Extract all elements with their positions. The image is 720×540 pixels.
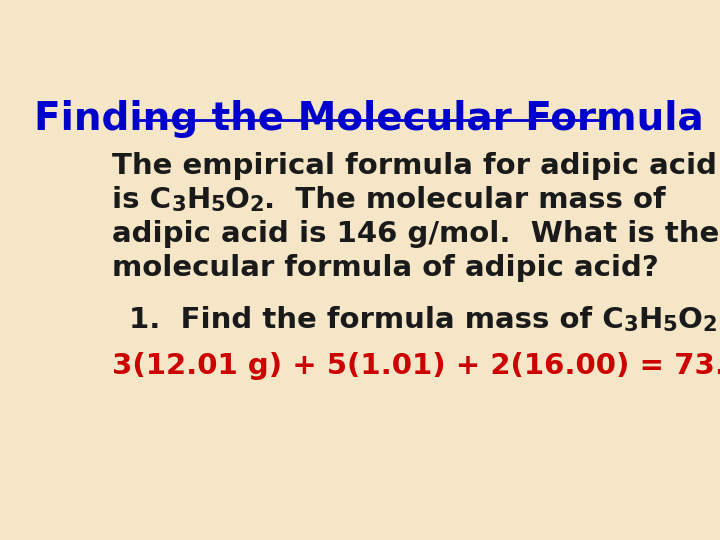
Text: adipic acid is 146 g/mol.  What is the: adipic acid is 146 g/mol. What is the xyxy=(112,220,719,248)
Text: .  The molecular mass of: . The molecular mass of xyxy=(264,186,666,214)
Text: 3: 3 xyxy=(171,195,186,215)
Text: Finding the Molecular Formula: Finding the Molecular Formula xyxy=(34,100,704,138)
Text: 3: 3 xyxy=(624,315,639,335)
Text: H: H xyxy=(639,306,662,334)
Text: 3(12.01 g) + 5(1.01) + 2(16.00) = 73.08 g: 3(12.01 g) + 5(1.01) + 2(16.00) = 73.08 … xyxy=(112,352,720,380)
Text: 2: 2 xyxy=(250,195,264,215)
Text: H: H xyxy=(186,186,210,214)
Text: is C: is C xyxy=(112,186,171,214)
Text: O: O xyxy=(225,186,250,214)
Text: 1.  Find the formula mass of C: 1. Find the formula mass of C xyxy=(129,306,624,334)
Text: O: O xyxy=(678,306,702,334)
Text: 2: 2 xyxy=(702,315,717,335)
Text: 5: 5 xyxy=(210,195,225,215)
Text: 5: 5 xyxy=(662,315,678,335)
Text: molecular formula of adipic acid?: molecular formula of adipic acid? xyxy=(112,254,659,282)
Text: The empirical formula for adipic acid: The empirical formula for adipic acid xyxy=(112,152,717,180)
